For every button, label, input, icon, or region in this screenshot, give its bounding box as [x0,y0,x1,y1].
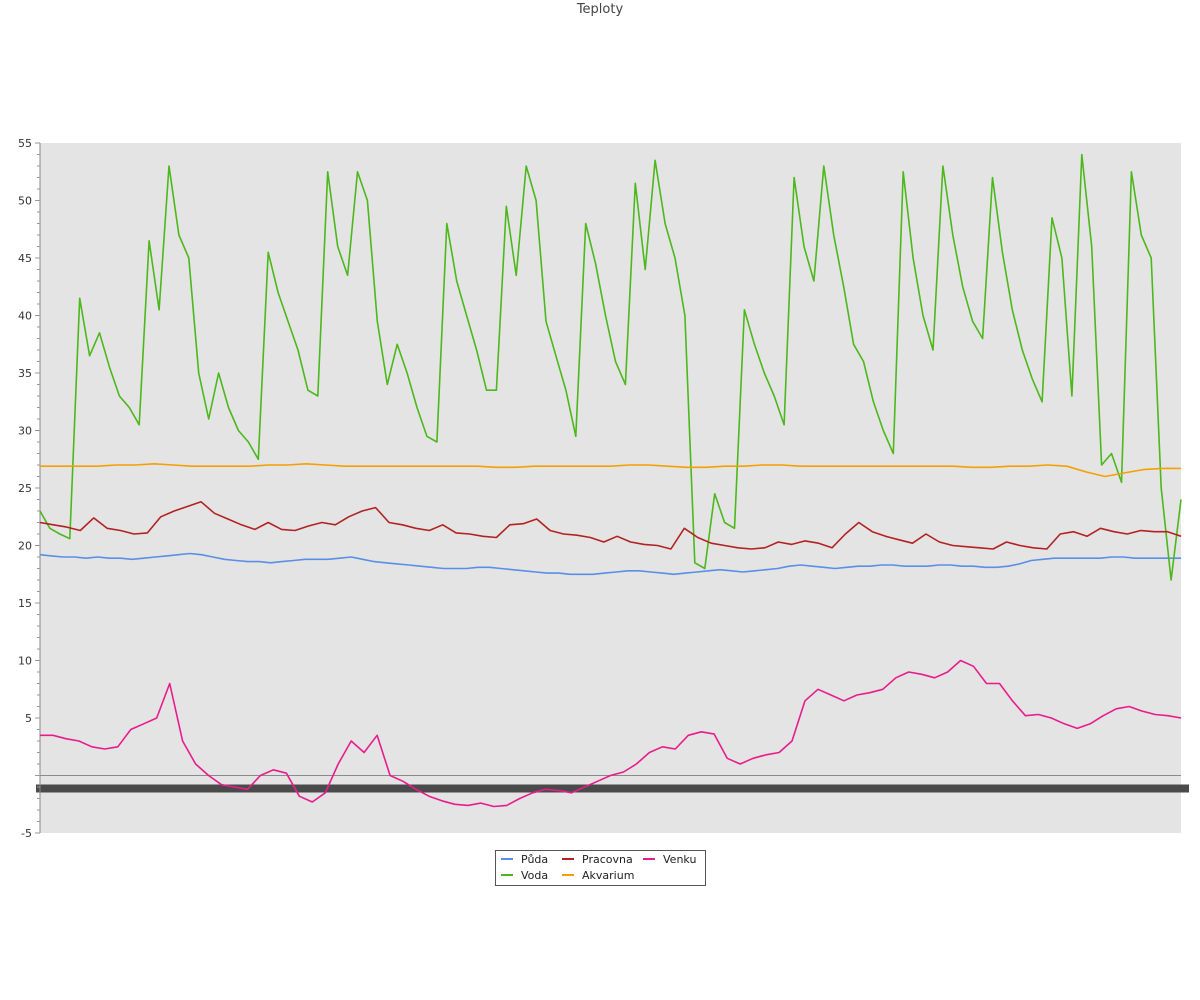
series-line-venku [40,659,1182,808]
y-tick-label: 25 [18,482,32,495]
legend-item-venku: Venku [643,853,696,867]
y-tick-label: 20 [18,540,32,553]
y-tick-label: 50 [18,195,32,208]
legend-item-pracovna: Pracovna [562,853,633,867]
series-line-půda [39,552,1181,576]
legend-item-voda: Voda [501,869,548,883]
legend-label: Půda [521,853,549,866]
y-tick-label: -5 [21,827,32,840]
legend-label: Venku [663,853,697,866]
y-tick-label: 55 [18,137,32,150]
legend-label: Akvarium [582,869,635,882]
y-tick-label: 30 [18,425,32,438]
y-tick-label: 5 [25,712,32,725]
series-line-voda [39,153,1182,581]
chart-title: Teploty [576,2,624,17]
y-tick-label: 35 [18,367,32,380]
legend-item-půda: Půda [501,853,548,867]
legend-label: Voda [521,869,549,882]
legend-swatch [501,874,513,876]
legend-swatch [501,858,513,860]
y-tick-label: 15 [18,597,32,610]
x-axis-tick-band [36,784,1189,793]
y-tick-label: 40 [18,310,32,323]
legend-swatch [643,858,655,860]
y-tick-label: 45 [18,252,32,265]
series-line-pracovna [39,500,1182,550]
plot-area [40,143,1181,833]
legend-swatch [562,874,574,876]
legend-swatch [562,858,574,860]
series-line-akvarium [40,462,1181,478]
legend-label: Pracovna [582,853,633,866]
chart-legend: Půda Voda Pracovna Akvarium Venku [495,850,706,886]
legend-item-akvarium: Akvarium [562,869,634,883]
y-tick-label: 10 [18,655,32,668]
